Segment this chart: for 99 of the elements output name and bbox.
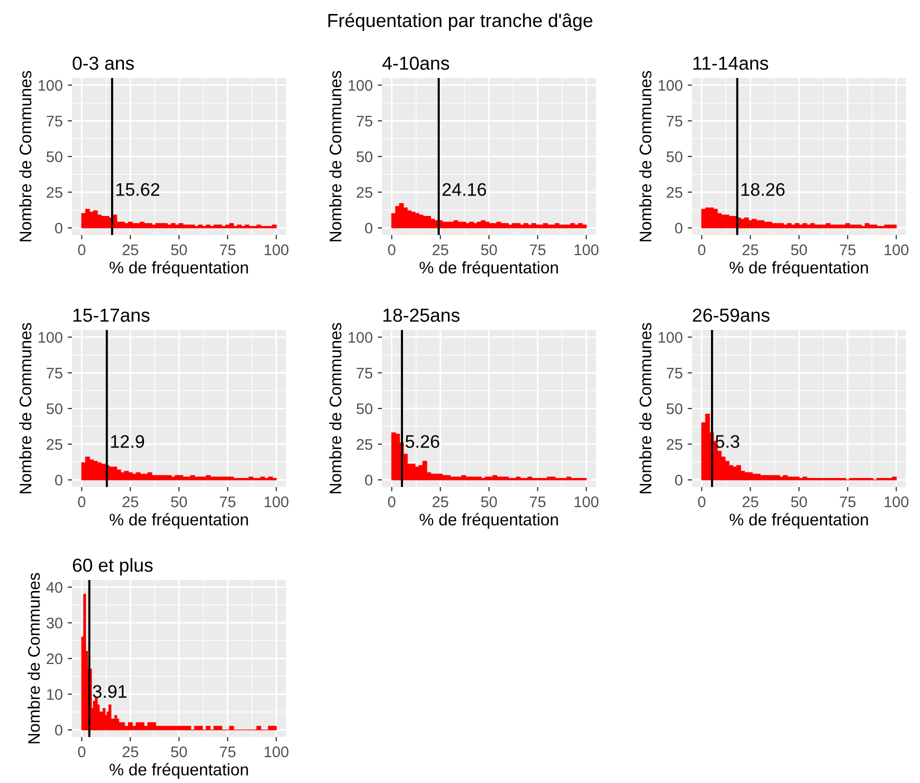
x-tick-label: 75 — [220, 746, 236, 758]
y-tick-label: 40 — [46, 582, 62, 593]
x-tick-label: 75 — [530, 496, 546, 508]
y-tick-label: 50 — [46, 151, 62, 162]
y-tick-label: 25 — [356, 187, 372, 198]
y-tick-label: 75 — [666, 116, 682, 127]
y-axis-title: Nombre de Communes — [639, 70, 652, 242]
x-tick-label: 0 — [78, 746, 86, 758]
x-tick-label: 50 — [171, 496, 187, 508]
x-axis-title: % de fréquentation — [110, 513, 248, 529]
y-tick-label: 50 — [356, 151, 372, 162]
ref-line-label: 24.16 — [442, 183, 486, 196]
x-tick-label: 100 — [574, 496, 598, 508]
y-tick-label: 20 — [46, 653, 62, 664]
y-tick-label: 25 — [666, 439, 682, 450]
x-tick-label: 25 — [432, 496, 448, 508]
x-tick-label: 75 — [220, 496, 236, 508]
x-axis-title: % de fréquentation — [420, 513, 558, 529]
x-axis-title: % de fréquentation — [730, 261, 868, 277]
chart-title: 18-25ans — [383, 308, 460, 322]
x-axis-title: % de fréquentation — [420, 261, 558, 277]
y-tick-label: 50 — [356, 403, 372, 414]
y-tick-label: 50 — [666, 403, 682, 414]
chart-title: 26-59ans — [692, 308, 770, 322]
y-tick-label: 75 — [46, 116, 62, 127]
y-tick-label: 75 — [46, 368, 62, 379]
y-tick-label: 75 — [666, 368, 682, 379]
x-tick-label: 100 — [884, 244, 908, 256]
y-tick-label: 25 — [46, 187, 62, 198]
x-tick-label: 50 — [171, 746, 187, 758]
ref-line-label: 5.26 — [406, 435, 440, 448]
ref-line-label: 15.62 — [116, 183, 160, 196]
y-tick-label: 50 — [666, 151, 682, 162]
y-tick-label: 100 — [348, 80, 372, 91]
x-axis-title: % de fréquentation — [110, 763, 248, 779]
y-tick-label: 50 — [46, 403, 62, 414]
x-tick-label: 75 — [530, 244, 546, 256]
x-tick-label: 100 — [264, 496, 288, 508]
y-tick-label: 0 — [55, 474, 62, 486]
y-axis-title: Nombre de Communes — [19, 322, 32, 494]
y-tick-label: 100 — [348, 332, 372, 343]
x-tick-label: 25 — [122, 746, 138, 758]
x-tick-label: 25 — [742, 244, 758, 256]
chart-title: 11-14ans — [693, 56, 768, 70]
x-tick-label: 50 — [171, 244, 187, 256]
y-axis-title: Nombre de Communes — [28, 572, 40, 744]
x-tick-label: 25 — [122, 496, 138, 508]
y-tick-label: 25 — [46, 439, 62, 450]
x-tick-label: 100 — [884, 496, 908, 508]
y-axis-title: Nombre de Communes — [19, 70, 32, 242]
y-tick-label: 100 — [38, 332, 62, 343]
x-tick-label: 0 — [698, 496, 706, 508]
x-tick-label: 0 — [388, 496, 396, 508]
chart-title: 15-17ans — [73, 308, 150, 322]
x-tick-label: 100 — [264, 746, 288, 758]
x-tick-label: 50 — [481, 244, 497, 256]
x-tick-label: 0 — [388, 244, 396, 256]
x-tick-label: 25 — [432, 244, 448, 256]
chart-title: 4-10ans — [382, 56, 450, 70]
x-tick-label: 0 — [78, 496, 86, 508]
ref-line-label: 3.91 — [92, 685, 127, 698]
chart-title: 0-3 ans — [72, 56, 134, 70]
x-tick-label: 100 — [574, 244, 598, 256]
x-axis-title: % de fréquentation — [730, 513, 868, 529]
y-tick-label: 100 — [658, 80, 682, 91]
y-axis-title: Nombre de Communes — [329, 70, 342, 242]
x-tick-label: 75 — [840, 244, 856, 256]
chart-title: 60 et plus — [72, 558, 153, 576]
y-tick-label: 0 — [55, 724, 62, 736]
y-tick-label: 0 — [675, 474, 682, 486]
text: Fréquentation par tranche d'âge — [328, 13, 592, 31]
x-axis-title: % de fréquentation — [110, 261, 248, 277]
y-axis-title: Nombre de Communes — [329, 322, 342, 494]
x-tick-label: 0 — [78, 244, 86, 256]
y-tick-label: 0 — [675, 222, 682, 234]
x-tick-label: 25 — [122, 244, 138, 256]
y-tick-label: 10 — [47, 689, 62, 700]
y-tick-label: 100 — [658, 332, 682, 343]
y-axis-title: Nombre de Communes — [639, 322, 652, 494]
ref-line-label: 5.3 — [716, 435, 740, 448]
x-tick-label: 50 — [791, 496, 807, 508]
x-tick-label: 50 — [481, 496, 497, 508]
y-tick-label: 0 — [365, 474, 372, 486]
x-tick-label: 75 — [840, 496, 856, 508]
y-tick-label: 0 — [365, 222, 372, 234]
x-tick-label: 25 — [742, 496, 758, 508]
x-tick-label: 75 — [220, 244, 236, 256]
ref-line-label: 12.9 — [111, 435, 144, 448]
ref-line-label: 18.26 — [742, 183, 785, 196]
y-tick-label: 75 — [356, 116, 372, 127]
y-tick-label: 25 — [356, 439, 372, 450]
y-tick-label: 25 — [666, 187, 682, 198]
y-tick-label: 30 — [46, 618, 62, 629]
y-tick-label: 100 — [38, 80, 62, 91]
x-tick-label: 50 — [791, 244, 807, 256]
x-tick-label: 0 — [698, 244, 706, 256]
y-tick-label: 0 — [55, 222, 62, 234]
y-tick-label: 75 — [356, 368, 372, 379]
x-tick-label: 100 — [264, 244, 288, 256]
